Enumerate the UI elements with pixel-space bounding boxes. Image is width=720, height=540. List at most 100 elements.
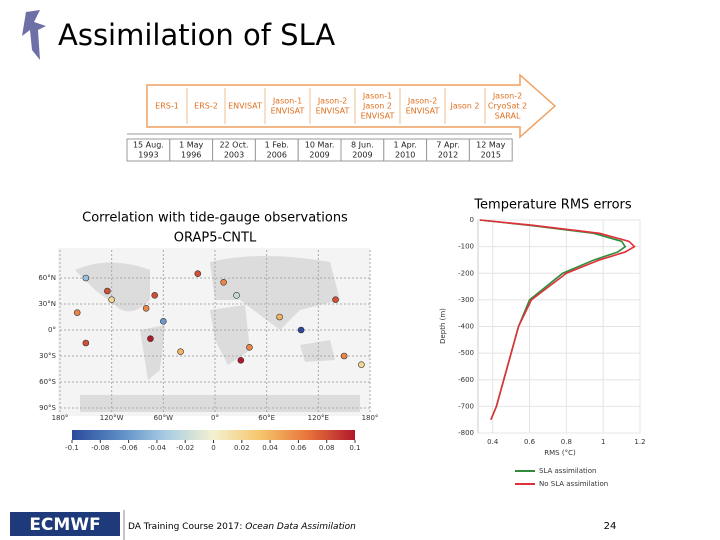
date-label: 1993 [138,151,158,160]
colorbar [72,430,355,440]
x-axis-label: RMS (°C) [544,449,576,457]
station [104,287,111,295]
colorbar-tick-label: 0.1 [349,444,360,452]
legend-label: No SLA assimilation [539,480,608,488]
date-label: 2009 [309,151,329,160]
y-tick-label: -200 [458,269,474,277]
mission-label: Jason 2 [449,102,479,111]
station [108,296,115,303]
colorbar-tick-label: 0.06 [291,444,307,452]
footer-text: DA Training Course 2017: Ocean Data Assi… [128,522,356,532]
y-tick-label: -500 [458,349,474,357]
x-tick-label: 0.8 [561,438,572,446]
mission-label: ENVISAT [228,102,262,111]
map-lon-label: 120°E [308,414,329,422]
y-tick-label: -600 [458,376,474,384]
date-label: 15 Aug. [133,141,164,150]
panel-title: Correlation with tide-gauge observations [82,211,348,226]
mission-label: Jason-2 [492,92,522,101]
map-lat-label: 60°S [39,378,56,386]
date-label: 7 Apr. [436,141,459,150]
date-label: 1 Feb. [265,141,289,150]
station [147,335,154,342]
footer-subject: Ocean Data Assimilation [245,522,356,532]
date-label: 1996 [181,151,201,160]
y-tick-label: -400 [458,323,474,331]
date-label: 12 May [476,141,506,150]
station [276,313,283,321]
y-tick-label: -700 [458,402,474,410]
station [220,279,227,286]
colorbar-tick-label: 0.08 [319,444,335,452]
colorbar-tick-label: -0.06 [120,444,139,452]
station [82,274,90,282]
map-lat-label: 30°S [39,352,56,360]
mission-label: Jason-2 [407,97,437,106]
mission-label: ENVISAT [361,112,395,121]
map-lat-label: 0° [48,326,56,334]
colorbar-tick-label: -0.02 [176,444,194,452]
station [332,296,339,303]
map-lat-label: 90°S [39,404,56,412]
footer-logo: ECMWF [29,515,100,535]
mission-label: Jason-1 [272,97,302,106]
x-tick-label: 1.2 [634,438,645,446]
series-line [479,219,636,420]
logo-mark [22,10,46,60]
station [151,292,159,299]
station [194,270,202,277]
colorbar-tick-label: -0.1 [65,444,79,452]
y-tick-label: -100 [458,243,474,251]
date-label: 2015 [481,151,501,160]
slide-title: Assimilation of SLA [58,18,335,52]
date-label: 8 Jun. [351,141,374,150]
station [358,361,365,368]
colorbar-tick-label: -0.08 [91,444,109,452]
colorbar-tick-label: 0.02 [234,444,250,452]
date-label: 22 Oct. [219,141,248,150]
map-lon-label: 60°W [154,414,173,422]
date-label: 2003 [224,151,244,160]
mission-label: Jason 2 [362,102,392,111]
y-axis-label: Depth (m) [439,308,447,344]
date-label: 2006 [267,151,287,160]
y-tick-label: 0 [470,216,474,224]
panel-subtitle: ORAP5-CNTL [174,231,257,246]
station [73,309,81,316]
map-lat-label: 30°N [38,300,56,308]
station [297,326,305,334]
footer-course: DA Training Course 2017: [128,522,245,532]
mission-label: SARAL [495,112,521,121]
mission-label: ENVISAT [406,107,440,116]
mission-label: ERS-1 [155,102,179,111]
mission-label: CryoSat 2 [488,102,527,111]
mission-label: ERS-2 [194,102,218,111]
mission-label: Jason-2 [317,97,347,106]
y-tick-label: -800 [458,429,474,437]
station [233,292,240,299]
colorbar-tick-label: 0.04 [262,444,278,452]
continents [75,256,360,412]
date-label: 1 Apr. [394,141,417,150]
x-tick-label: 0.6 [524,438,536,446]
map-lat-label: 60°N [38,274,56,282]
legend-label: SLA assimilation [539,467,596,475]
map-lon-label: 120°W [100,414,124,422]
map-lon-label: 0° [211,414,219,422]
station [340,352,348,360]
mission-label: ENVISAT [316,107,350,116]
date-label: 2012 [438,151,458,160]
map-lon-label: 180° [362,414,379,422]
station [246,344,253,351]
timeline-arrow [146,73,557,139]
colorbar-tick-label: 0 [211,444,215,452]
colorbar-tick-label: -0.04 [148,444,167,452]
map-lon-label: 180° [52,414,69,422]
date-box [468,138,513,162]
map-lon-label: 60°E [258,414,275,422]
x-tick-label: 1 [601,438,605,446]
mission-label: ENVISAT [271,107,305,116]
station [177,348,184,355]
y-tick-label: -300 [458,296,474,304]
